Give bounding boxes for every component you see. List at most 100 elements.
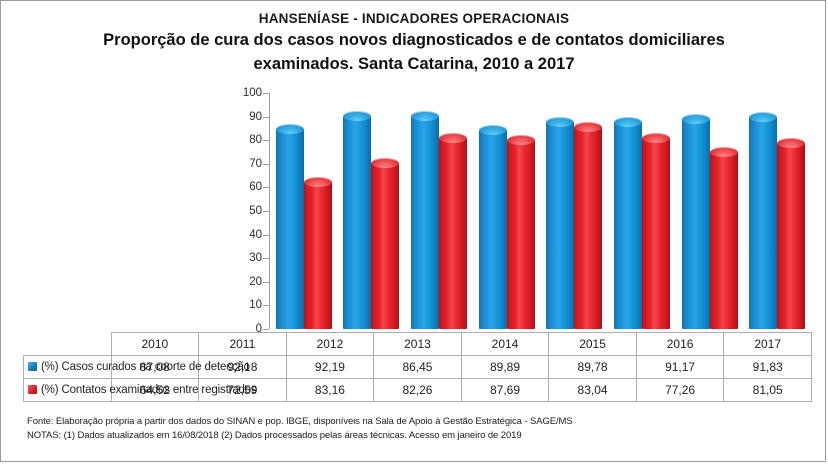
bar-top-cap	[411, 111, 440, 122]
series-label-cell-0: (%) Casos curados na coorte de detecção	[23, 355, 250, 379]
bar-top-cap	[303, 176, 332, 187]
bar-2012-series1[interactable]	[411, 111, 440, 329]
title-block: HANSENÍASE - INDICADORES OPERACIONAIS Pr…	[1, 9, 827, 76]
bar-top-cap	[749, 112, 778, 123]
bar-top-cap	[574, 122, 603, 133]
bar-2015-series2[interactable]	[641, 133, 670, 329]
y-axis-tick-labels: 100 90 80 70 60 50 40 30 20 10 0	[216, 87, 262, 335]
series-label-cell-1: (%) Contatos examinados entre registrado…	[23, 378, 257, 402]
y-tick-label: 50	[249, 205, 262, 217]
bar-2017-series1[interactable]	[749, 112, 778, 329]
bar-2016-series2[interactable]	[709, 146, 738, 329]
bar-2017-series2[interactable]	[777, 137, 806, 329]
column-header-2014: 2014	[460, 332, 550, 356]
cell-s1-2015: 89,78	[548, 355, 637, 379]
legend-swatch-series2	[28, 385, 37, 394]
cell-s1-2012: 92,19	[285, 355, 375, 379]
bar-2010-series2[interactable]	[303, 176, 332, 329]
cell-s1-2017: 91,83	[723, 355, 812, 379]
bar-top-cap	[371, 157, 400, 168]
bar-2011-series1[interactable]	[343, 111, 372, 329]
bar-2011-series2[interactable]	[371, 157, 400, 329]
y-tick-label: 80	[249, 134, 262, 147]
y-tick-mark	[263, 234, 269, 236]
legend-swatch-series1	[28, 362, 37, 371]
y-tick-label: 100	[242, 87, 262, 99]
cell-s2-2014: 87,69	[460, 378, 550, 402]
y-tick-label: 40	[249, 228, 262, 241]
table-row: (%) Contatos examinados entre registrado…	[23, 378, 812, 402]
y-tick-label: 20	[249, 275, 262, 288]
bar-group	[338, 93, 406, 329]
bar-group	[405, 93, 473, 329]
y-tick-mark	[263, 211, 269, 212]
cell-s1-2010: 87,08	[110, 355, 200, 379]
bar-body	[681, 118, 710, 329]
bar-top-cap	[641, 133, 670, 144]
bar-2013-series2[interactable]	[506, 134, 535, 329]
cell-s2-2013: 82,26	[373, 378, 462, 402]
bar-body	[303, 181, 332, 329]
bar-2014-series1[interactable]	[546, 116, 575, 329]
y-tick-mark	[263, 329, 269, 330]
bar-top-cap	[439, 132, 468, 143]
data-table: 2010 2011 2012 2013 2014 2015 2016 2017 (%) Cas…	[23, 332, 812, 402]
bar-2014-series2[interactable]	[574, 122, 603, 329]
bar-body	[641, 138, 670, 329]
y-tick-label: 10	[249, 299, 262, 312]
cell-s1-2013: 86,45	[373, 355, 462, 379]
cell-s1-2016: 91,17	[635, 355, 725, 379]
y-tick-label: 60	[249, 181, 262, 194]
bar-top-cap	[478, 124, 507, 135]
plot-wrapper: 100 90 80 70 60 50 40 30 20 10 0	[1, 87, 827, 335]
table-row: (%) Casos curados na coorte de detecção …	[23, 355, 812, 379]
footnotes: Fonte: Elaboração própria a partir dos d…	[27, 415, 817, 443]
bar-body	[574, 127, 603, 329]
bar-body	[613, 122, 642, 329]
plot-area	[270, 93, 811, 329]
bar-2013-series1[interactable]	[478, 124, 507, 329]
y-tick-label: 90	[249, 110, 262, 123]
bar-body	[506, 139, 535, 329]
y-tick-mark	[263, 140, 269, 142]
column-header-2016: 2016	[635, 332, 725, 356]
bar-top-cap	[613, 117, 642, 128]
y-tick-label: 0	[255, 323, 262, 335]
bar-body	[411, 116, 440, 329]
bar-2010-series1[interactable]	[275, 123, 304, 329]
bar-group	[270, 93, 338, 329]
column-header-2011: 2011	[198, 332, 287, 356]
column-header-2015: 2015	[548, 332, 637, 356]
column-header-2013: 2013	[373, 332, 462, 356]
cell-s1-2014: 89,89	[460, 355, 550, 379]
y-tick-label: 70	[249, 157, 262, 170]
bar-top-cap	[343, 111, 372, 122]
bar-group	[541, 93, 609, 329]
bar-2015-series1[interactable]	[613, 117, 642, 329]
bar-body	[777, 142, 806, 329]
y-tick-mark	[263, 163, 269, 165]
bar-body	[439, 137, 468, 329]
bar-body	[478, 129, 507, 329]
cell-s2-2011: 72,59	[198, 378, 287, 402]
table-corner-cell	[24, 333, 112, 356]
cell-s2-2015: 83,04	[548, 378, 637, 402]
bar-top-cap	[546, 116, 575, 127]
bar-top-cap	[275, 123, 304, 134]
bar-2016-series1[interactable]	[681, 113, 710, 329]
cell-s1-2011: 92,18	[198, 355, 287, 379]
bar-group	[743, 93, 811, 329]
bar-group	[608, 93, 676, 329]
cell-s2-2016: 77,26	[635, 378, 725, 402]
plot-right-edge	[811, 93, 812, 329]
bar-top-cap	[777, 137, 806, 148]
cell-s2-2017: 81,05	[723, 378, 812, 402]
table-header-row: 2010 2011 2012 2013 2014 2015 2016 2017	[24, 332, 812, 356]
bar-top-cap	[506, 134, 535, 145]
bar-group	[676, 93, 744, 329]
bar-2012-series2[interactable]	[439, 132, 468, 329]
footnote-notas: NOTAS: (1) Dados atualizados em 16/08/20…	[27, 430, 522, 441]
bar-body	[546, 121, 575, 329]
y-tick-mark	[263, 305, 269, 307]
